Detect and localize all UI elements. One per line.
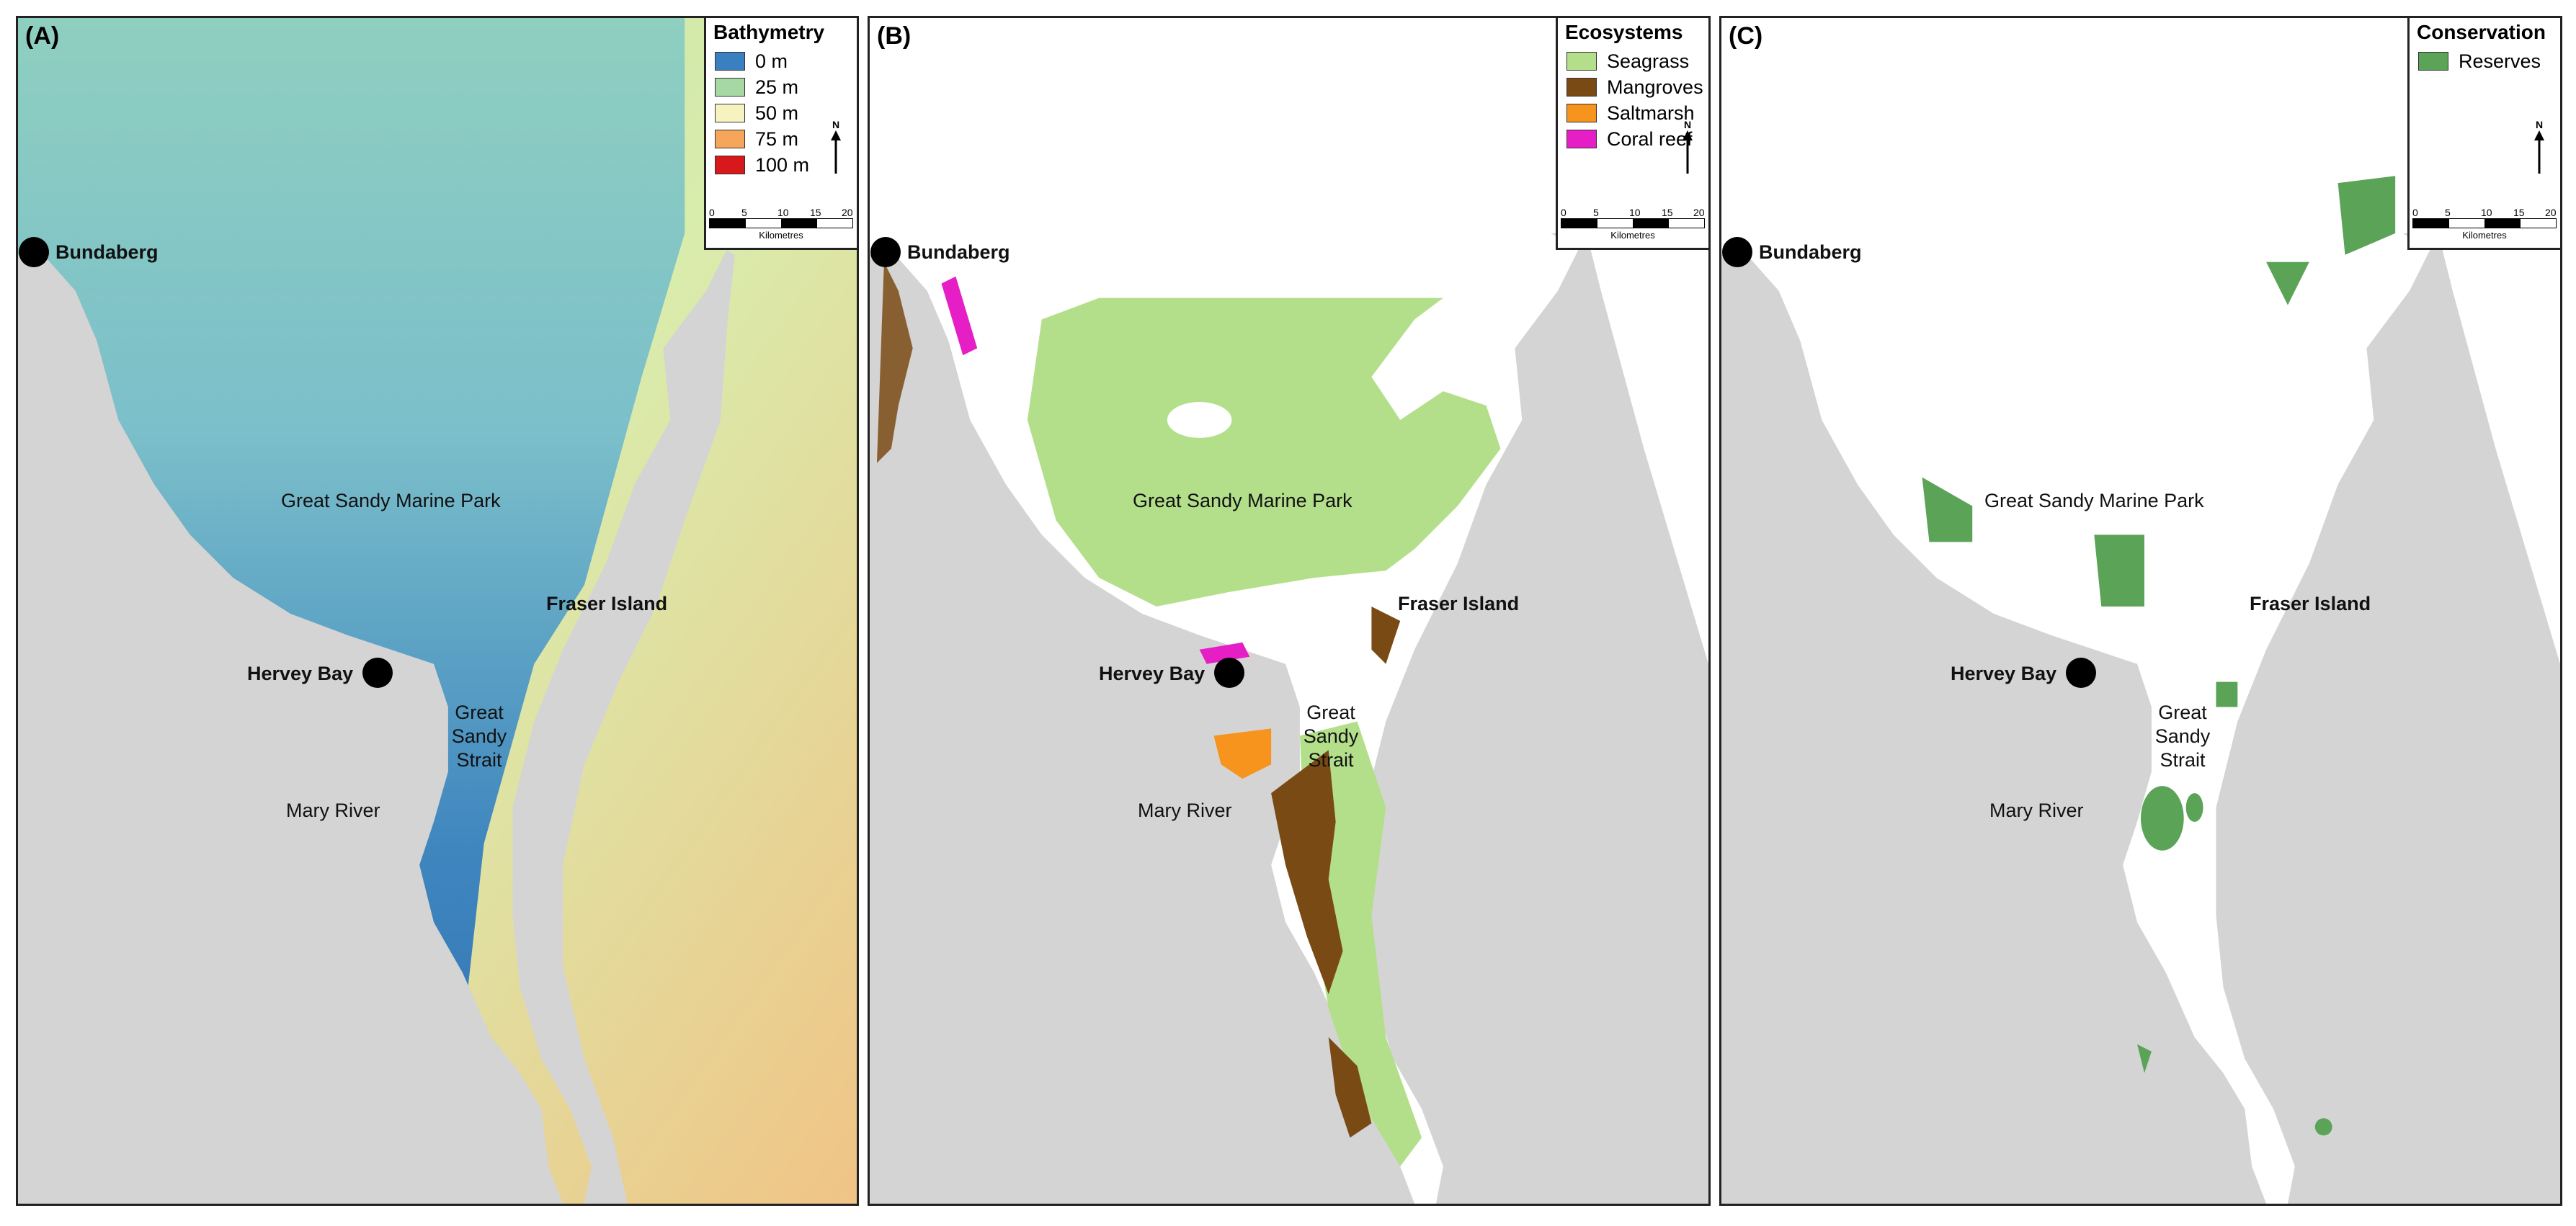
legend-item: 0 m <box>715 48 857 74</box>
fraser-island-label: Fraser Island <box>546 593 668 614</box>
scale-bar: 0 5 10 15 20 Kilometres <box>1561 207 1705 241</box>
legend-title: Conservation <box>2417 21 2546 43</box>
hervey-bay-label: Hervey Bay <box>1951 663 2057 684</box>
bundaberg-marker <box>870 237 901 267</box>
marine-park-label: Great Sandy Marine Park <box>281 490 501 511</box>
ecosystems-map <box>870 18 1708 1204</box>
mary-river-label: Mary River <box>1138 800 1232 821</box>
legend: Ecosystems Seagrass Mangroves Saltmarsh … <box>1556 18 1708 250</box>
legend-item: Saltmarsh <box>1566 100 1708 126</box>
legend: Conservation Reserves N 0 5 10 15 20 Kil… <box>2407 18 2560 250</box>
north-arrow-icon: N <box>830 119 842 176</box>
legend-item: Seagrass <box>1566 48 1708 74</box>
panel-label: (C) <box>1729 22 1763 50</box>
legend: Bathymetry 0 m 25 m 50 m 75 m 100 m N 0 … <box>704 18 857 250</box>
bundaberg-marker <box>19 237 49 267</box>
panel-label: (A) <box>25 22 60 50</box>
panel-bathymetry: (A) Bundaberg Hervey Bay Fraser Island G… <box>16 16 859 1206</box>
scale-bar: 0 5 10 15 20 Kilometres <box>709 207 853 241</box>
north-arrow-icon: N <box>2533 119 2545 176</box>
legend-title: Ecosystems <box>1565 21 1683 43</box>
marine-park-label: Great Sandy Marine Park <box>1133 490 1352 511</box>
panel-label: (B) <box>877 22 912 50</box>
legend-item: Mangroves <box>1566 74 1708 100</box>
bundaberg-label: Bundaberg <box>55 241 159 263</box>
mary-river-label: Mary River <box>1989 800 2084 821</box>
legend-item: 75 m <box>715 126 857 152</box>
hervey-bay-marker <box>362 658 393 688</box>
conservation-map <box>1721 18 2560 1204</box>
north-arrow-icon: N <box>1682 119 1693 176</box>
strait-label: Great Sandy Strait <box>1303 702 1359 771</box>
legend-item: Coral reef <box>1566 126 1708 152</box>
mary-river-label: Mary River <box>286 800 380 821</box>
hervey-bay-marker <box>1214 658 1244 688</box>
legend-item: Reserves <box>2418 48 2560 74</box>
bundaberg-marker <box>1722 237 1752 267</box>
marine-park-label: Great Sandy Marine Park <box>1984 490 2204 511</box>
strait-label: Great Sandy Strait <box>451 702 507 771</box>
strait-label: Great Sandy Strait <box>2154 702 2211 771</box>
hervey-bay-label: Hervey Bay <box>247 663 354 684</box>
fraser-island-label: Fraser Island <box>1398 593 1520 614</box>
hervey-bay-label: Hervey Bay <box>1099 663 1205 684</box>
hervey-bay-marker <box>2066 658 2096 688</box>
bundaberg-label: Bundaberg <box>1759 241 1862 263</box>
legend-title: Bathymetry <box>713 21 825 43</box>
panel-ecosystems: (B) Bundaberg Hervey Bay Fraser Island G… <box>868 16 1711 1206</box>
bundaberg-label: Bundaberg <box>907 241 1010 263</box>
legend-item: 25 m <box>715 74 857 100</box>
scale-bar: 0 5 10 15 20 Kilometres <box>2412 207 2557 241</box>
legend-item: 50 m <box>715 100 857 126</box>
fraser-island-label: Fraser Island <box>2250 593 2371 614</box>
mainland <box>18 254 563 1204</box>
fraser-island <box>512 233 735 1204</box>
panel-conservation: (C) Bundaberg Hervey Bay Fraser Island G… <box>1719 16 2562 1206</box>
legend-item: 100 m <box>715 152 857 178</box>
